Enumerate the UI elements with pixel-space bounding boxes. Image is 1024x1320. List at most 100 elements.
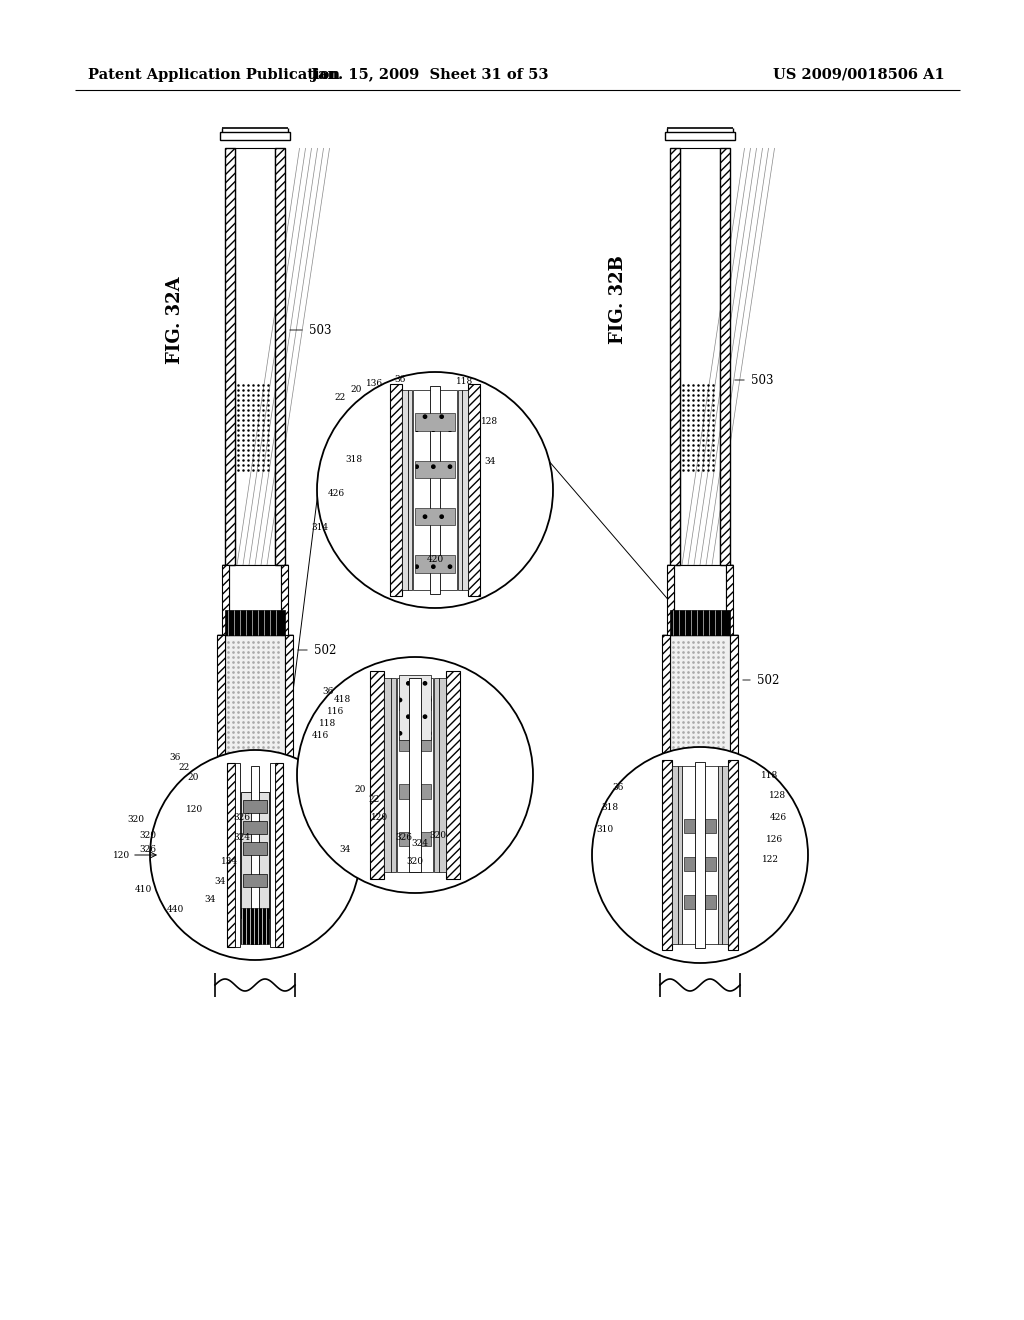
Text: 20: 20	[354, 785, 366, 795]
Bar	[243, 842, 267, 855]
Text: 320: 320	[139, 830, 157, 840]
Bar	[682, 767, 718, 944]
Circle shape	[150, 750, 360, 960]
Bar	[434, 678, 439, 871]
Text: 20: 20	[187, 774, 199, 783]
Text: 36: 36	[323, 688, 334, 697]
Text: 116: 116	[328, 708, 345, 717]
Bar	[234, 148, 275, 565]
Text: FIG. 32A: FIG. 32A	[166, 276, 184, 364]
Text: 502: 502	[313, 644, 336, 656]
Text: 310: 310	[596, 825, 613, 834]
Bar	[399, 784, 431, 799]
Text: 34: 34	[339, 846, 350, 854]
Bar	[399, 696, 431, 710]
Bar	[678, 767, 682, 944]
Text: 326: 326	[139, 846, 157, 854]
Text: 120: 120	[186, 805, 204, 814]
Text: 36: 36	[169, 754, 180, 763]
Text: 318: 318	[601, 804, 618, 813]
Bar	[285, 635, 293, 895]
Text: 426: 426	[328, 488, 344, 498]
Text: 318: 318	[345, 455, 362, 465]
Bar	[415, 413, 455, 432]
Bar	[728, 760, 738, 950]
Bar	[670, 148, 680, 565]
Text: 314: 314	[311, 524, 329, 532]
Bar	[225, 148, 234, 565]
Text: 120: 120	[114, 850, 131, 859]
Bar	[397, 678, 433, 871]
Bar	[667, 565, 674, 635]
Text: 118: 118	[319, 719, 337, 729]
Bar	[399, 675, 431, 739]
Text: 503: 503	[309, 323, 331, 337]
Bar	[446, 671, 460, 879]
Bar	[720, 148, 730, 565]
Bar	[241, 792, 269, 917]
Bar	[430, 387, 440, 594]
Bar	[468, 384, 480, 597]
Text: 122: 122	[762, 855, 778, 865]
Text: 324: 324	[412, 840, 428, 849]
Bar	[384, 678, 391, 871]
Text: 134: 134	[221, 858, 239, 866]
Bar	[222, 565, 229, 635]
Text: 440: 440	[166, 906, 183, 915]
Bar	[229, 565, 281, 635]
Text: 136: 136	[367, 379, 384, 388]
Bar	[251, 766, 259, 944]
Text: 118: 118	[457, 378, 474, 387]
Bar	[662, 760, 672, 950]
Text: 120: 120	[372, 813, 388, 822]
Bar	[458, 389, 462, 590]
Text: 326: 326	[233, 813, 251, 822]
Text: 410: 410	[134, 886, 152, 895]
Bar	[275, 763, 283, 948]
Text: 502: 502	[757, 673, 779, 686]
Text: 418: 418	[334, 696, 350, 705]
Bar	[413, 389, 457, 590]
Bar	[390, 384, 402, 597]
Text: 320: 320	[407, 858, 424, 866]
Bar	[275, 148, 285, 565]
Text: 36: 36	[394, 375, 406, 384]
Bar	[225, 635, 285, 895]
Bar	[243, 821, 267, 834]
Bar	[415, 554, 455, 573]
Text: 320: 320	[429, 832, 446, 841]
Bar	[243, 800, 267, 813]
Bar	[722, 767, 728, 944]
Text: 22: 22	[178, 763, 189, 772]
Text: 34: 34	[214, 878, 225, 887]
Text: Jan. 15, 2009  Sheet 31 of 53: Jan. 15, 2009 Sheet 31 of 53	[311, 69, 549, 82]
Bar	[684, 895, 716, 909]
Bar	[408, 389, 412, 590]
Bar	[241, 908, 269, 944]
Bar	[234, 763, 240, 948]
Bar	[225, 610, 285, 635]
Text: 118: 118	[762, 771, 778, 780]
Bar	[391, 678, 396, 871]
Bar	[217, 635, 225, 895]
Bar	[662, 635, 670, 895]
Text: Patent Application Publication: Patent Application Publication	[88, 69, 340, 82]
Bar	[402, 389, 408, 590]
Text: US 2009/0018506 A1: US 2009/0018506 A1	[773, 69, 945, 82]
Text: 503: 503	[751, 374, 773, 387]
Bar	[670, 635, 730, 895]
Text: 426: 426	[769, 813, 786, 822]
Bar	[281, 565, 288, 635]
Text: 320: 320	[128, 816, 144, 825]
Bar	[462, 389, 468, 590]
Text: 126: 126	[766, 836, 783, 845]
Bar	[726, 565, 733, 635]
Text: 22: 22	[369, 796, 380, 804]
Text: 326: 326	[395, 833, 413, 842]
Text: 416: 416	[311, 731, 329, 741]
Text: 128: 128	[769, 792, 786, 800]
Bar	[730, 635, 738, 895]
Circle shape	[317, 372, 553, 609]
Text: 36: 36	[612, 784, 624, 792]
Bar	[399, 738, 431, 751]
